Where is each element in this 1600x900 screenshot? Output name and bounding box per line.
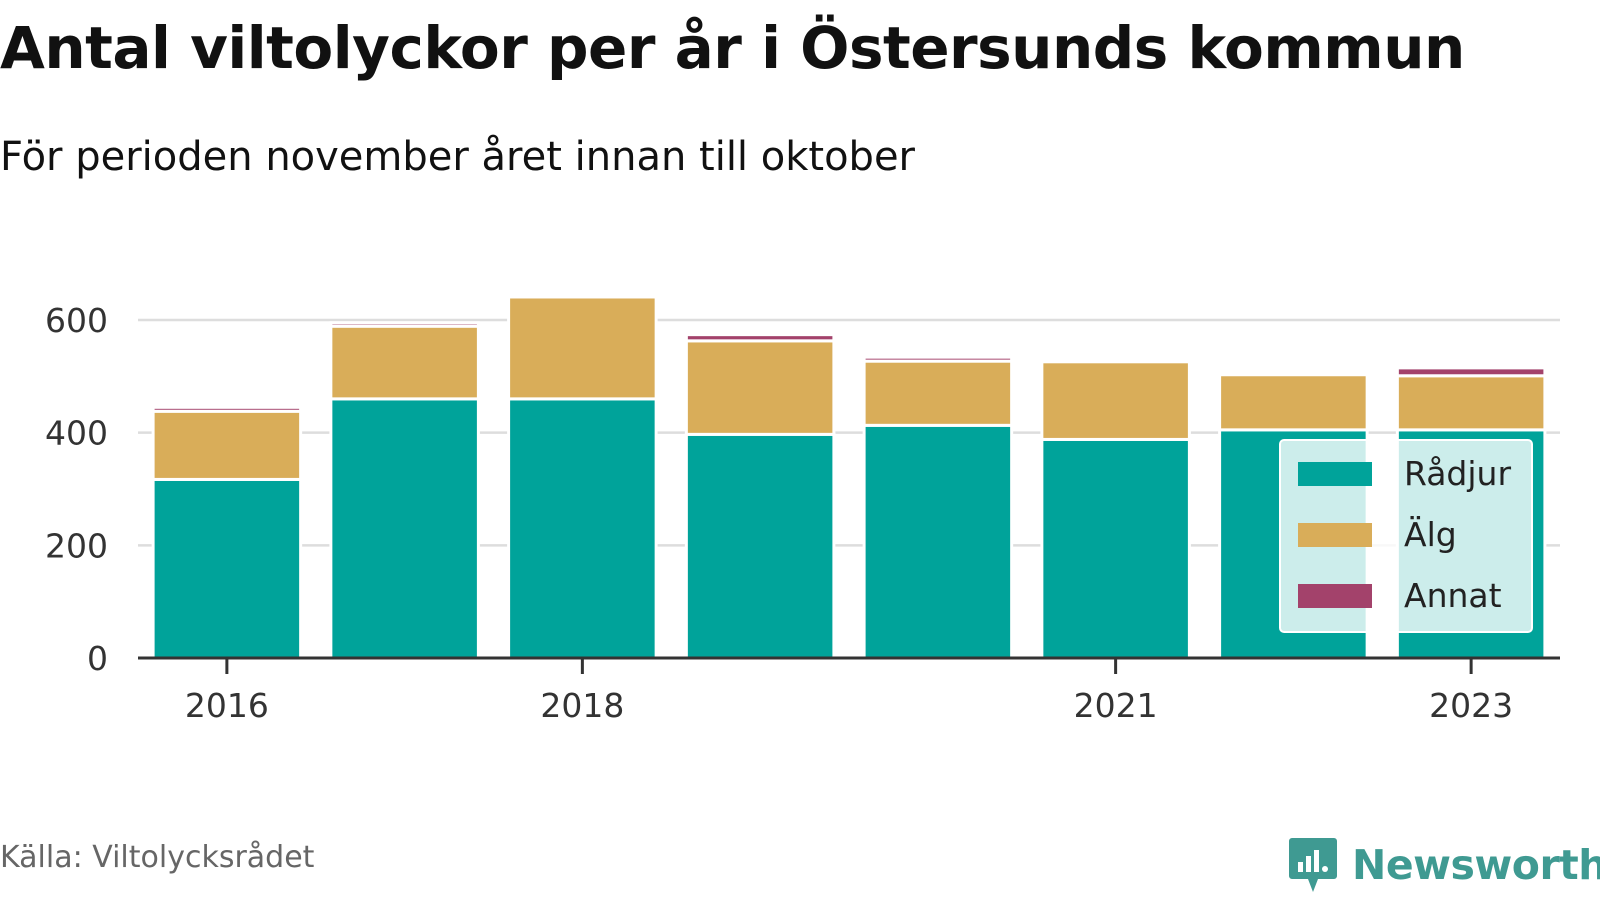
y-tick-label: 600 (45, 301, 108, 340)
bar-stack-2019 (684, 333, 836, 660)
bar-Älg-2021 (1040, 360, 1191, 441)
newsworthy-logo-icon (1289, 838, 1337, 892)
x-tick-label: 2016 (185, 686, 269, 725)
y-tick-label: 200 (45, 526, 108, 565)
chart-title: Antal viltolyckor per år i Östersunds ko… (0, 14, 1465, 82)
bar-Annat-2020 (862, 355, 1014, 363)
bar-stack-2016 (151, 405, 303, 660)
bar-Rådjur-2019 (684, 432, 836, 660)
x-tick-label: 2023 (1429, 686, 1513, 725)
x-tick-label: 2018 (540, 686, 624, 725)
x-tick-label: 2021 (1074, 686, 1158, 725)
bar-Rådjur-2020 (862, 423, 1014, 660)
stacked-bar-chart: 0 200 400 600 2016 2018 2021 2023 Rådjur Älg Anna… (45, 292, 1560, 725)
bar-Älg-2017 (329, 324, 480, 401)
y-tick-label: 0 (87, 639, 108, 678)
legend-label-Rådjur: Rådjur (1404, 454, 1511, 493)
bar-Rådjur-2017 (329, 397, 480, 660)
bar-Annat-2023 (1395, 366, 1547, 378)
bar-Älg-2022 (1218, 373, 1369, 432)
bar-Annat-2019 (684, 333, 836, 343)
brand: Newsworthy (1288, 836, 1600, 894)
bar-Rådjur-2021 (1040, 437, 1191, 660)
bar-Annat-2017 (329, 321, 480, 328)
bar-Älg-2018 (507, 295, 658, 401)
bar-Älg-2019 (684, 339, 836, 436)
brand-name: Newsworthy (1352, 841, 1600, 889)
y-tick-label: 400 (45, 414, 108, 453)
chart-subtitle: För perioden november året innan till ok… (0, 134, 915, 180)
bar-Rådjur-2018 (507, 397, 658, 660)
legend-label-Älg: Älg (1404, 515, 1457, 554)
legend-swatch-Älg (1298, 523, 1372, 547)
source-note: Källa: Viltolycksrådet (0, 840, 315, 875)
bar-stack-2021 (1040, 357, 1191, 660)
bar-Annat-2016 (151, 405, 303, 413)
legend-swatch-Annat (1298, 584, 1372, 608)
bar-Älg-2016 (151, 409, 303, 481)
bar-Älg-2020 (862, 359, 1014, 427)
legend-label-Annat: Annat (1404, 576, 1502, 615)
bar-Annat-2018 (507, 292, 658, 299)
legend-swatch-Rådjur (1298, 462, 1372, 486)
bar-Rådjur-2016 (151, 477, 303, 660)
bar-stack-2020 (862, 355, 1014, 660)
legend: Rådjur Älg Annat (1279, 439, 1533, 633)
axes: 0 200 400 600 2016 2018 2021 2023 (45, 301, 1560, 725)
bar-stack-2017 (329, 321, 480, 660)
bar-Älg-2023 (1395, 374, 1547, 432)
bar-stack-2018 (507, 292, 658, 660)
bar-Annat-2021 (1040, 357, 1191, 364)
bar-Annat-2022 (1218, 372, 1369, 377)
